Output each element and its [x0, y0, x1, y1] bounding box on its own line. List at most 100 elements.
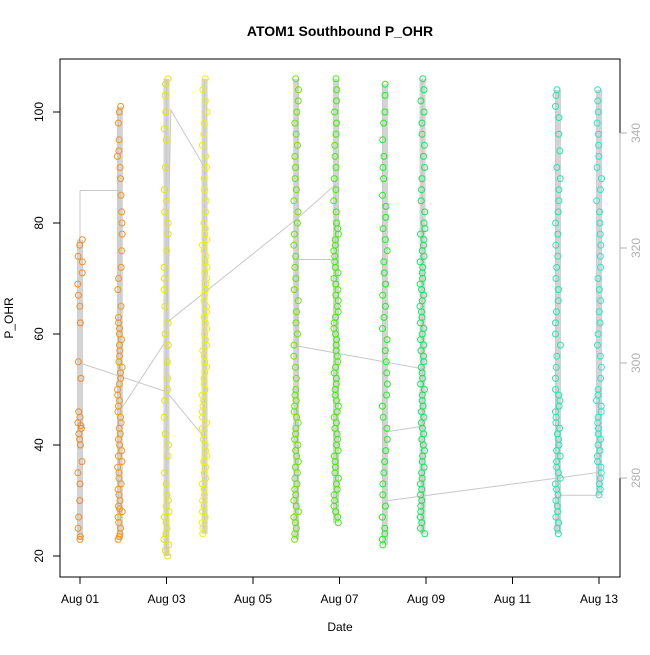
data-point — [331, 108, 339, 116]
data-point — [292, 186, 300, 194]
data-point — [164, 386, 171, 393]
data-point — [292, 319, 300, 327]
data-point — [161, 302, 169, 310]
data-point — [164, 319, 172, 327]
data-point — [418, 186, 425, 194]
data-point — [379, 413, 387, 421]
data-point — [552, 319, 559, 327]
data-point — [418, 175, 426, 183]
data-point — [117, 102, 125, 110]
data-point — [556, 341, 564, 349]
secondary-y-tick-label: 340 — [629, 123, 643, 143]
data-point — [553, 352, 561, 360]
data-point — [161, 91, 169, 99]
data-point — [76, 535, 84, 543]
data-point — [383, 424, 391, 432]
y-tick-label: 60 — [32, 327, 46, 341]
data-point — [597, 363, 605, 371]
data-point — [417, 419, 425, 427]
data-point — [75, 430, 83, 438]
data-point — [419, 263, 427, 271]
data-point — [162, 480, 170, 488]
data-point — [78, 458, 86, 466]
x-axis-title: Date — [327, 620, 353, 634]
data-point — [597, 263, 604, 271]
data-point — [117, 302, 125, 310]
data-point — [378, 513, 386, 521]
data-point — [552, 102, 559, 110]
data-point — [199, 86, 207, 94]
data-point — [382, 202, 390, 210]
data-point — [420, 386, 428, 393]
data-point — [593, 164, 601, 171]
data-point — [200, 219, 208, 227]
data-point — [76, 533, 84, 541]
data-point — [203, 302, 210, 310]
data-point — [553, 263, 561, 271]
data-point — [165, 508, 173, 516]
data-point — [553, 308, 560, 316]
data-point — [76, 480, 84, 488]
data-point — [160, 186, 168, 194]
data-point — [554, 230, 562, 238]
data-point — [383, 336, 391, 344]
data-point — [161, 430, 169, 438]
data-point — [290, 352, 298, 360]
y-tick-label: 80 — [32, 216, 46, 230]
data-point — [292, 374, 300, 382]
data-point — [76, 319, 84, 327]
data-point — [594, 86, 602, 94]
data-point — [115, 147, 123, 155]
data-point — [593, 119, 601, 127]
data-point — [553, 86, 561, 94]
data-point — [555, 286, 562, 294]
data-point — [198, 424, 206, 432]
data-point — [598, 175, 605, 183]
data-point — [201, 97, 209, 105]
data-point — [419, 75, 427, 83]
data-point — [293, 141, 301, 149]
data-point — [293, 413, 301, 421]
data-point — [334, 474, 342, 482]
data-point — [164, 230, 172, 238]
data-point — [294, 97, 302, 105]
data-point — [596, 252, 604, 260]
data-point — [202, 208, 210, 216]
data-point — [200, 175, 208, 183]
data-point — [418, 130, 426, 138]
data-point — [378, 535, 386, 543]
data-point — [292, 130, 300, 138]
data-point — [555, 519, 563, 527]
data-point — [161, 208, 169, 216]
data-point — [552, 408, 559, 416]
data-point — [381, 80, 389, 88]
data-point — [555, 391, 563, 399]
data-point — [556, 452, 564, 460]
data-point — [417, 197, 425, 205]
data-point — [161, 397, 169, 405]
data-point — [380, 269, 388, 277]
data-point — [595, 152, 603, 160]
data-point — [118, 363, 126, 371]
data-point — [552, 386, 559, 393]
data-point — [162, 136, 170, 144]
data-point — [333, 86, 341, 94]
data-point — [117, 413, 125, 421]
data-point — [293, 308, 300, 316]
data-point — [596, 186, 604, 194]
data-point — [379, 291, 387, 299]
data-point — [421, 530, 429, 538]
data-point — [382, 302, 389, 310]
data-point — [163, 247, 171, 255]
data-point — [556, 147, 564, 155]
data-point — [380, 175, 388, 183]
data-point — [331, 152, 339, 160]
data-point — [163, 197, 170, 205]
data-point — [330, 452, 338, 460]
data-point — [118, 230, 126, 238]
data-point — [293, 219, 301, 227]
data-point — [421, 208, 429, 216]
data-point — [160, 286, 168, 294]
data-point — [200, 119, 208, 127]
data-point — [292, 164, 299, 171]
